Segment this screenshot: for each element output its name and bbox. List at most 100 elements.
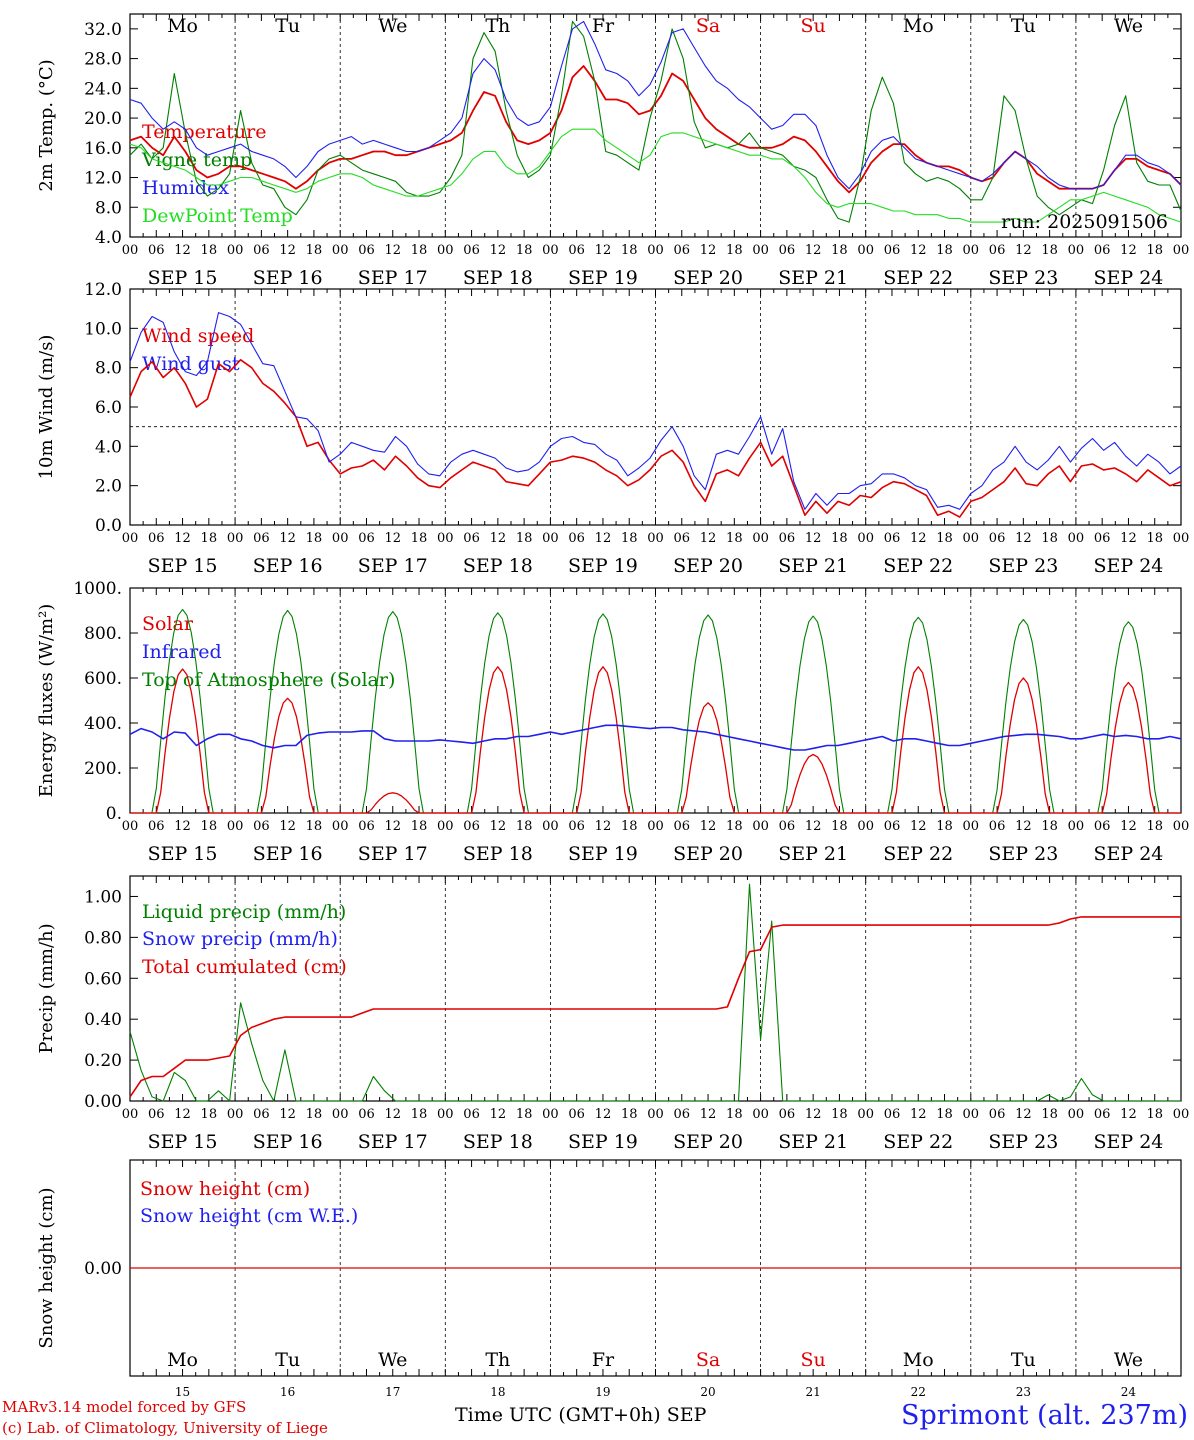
hour-tick-label: 00 bbox=[437, 531, 454, 546]
hour-tick-label: 18 bbox=[831, 1107, 848, 1122]
hour-tick-label: 18 bbox=[516, 531, 533, 546]
hour-tick-label: 00 bbox=[1173, 531, 1190, 546]
y-axis-label: 2m Temp. (°C) bbox=[36, 59, 57, 191]
hour-tick-label: 18 bbox=[411, 531, 428, 546]
hour-tick-label: 18 bbox=[831, 819, 848, 834]
hour-tick-label: 12 bbox=[174, 243, 191, 258]
hour-tick-label: 12 bbox=[1015, 243, 1032, 258]
y-tick-label: 200. bbox=[84, 759, 122, 779]
hour-tick-label: 00 bbox=[227, 1107, 244, 1122]
hour-tick-label: 18 bbox=[411, 819, 428, 834]
hour-tick-label: 00 bbox=[542, 1107, 559, 1122]
hour-tick-label: 00 bbox=[752, 819, 769, 834]
y-axis-label: Precip (mm/h) bbox=[36, 923, 57, 1053]
hour-tick-label: 00 bbox=[1068, 819, 1085, 834]
date-label: SEP 23 bbox=[988, 267, 1058, 289]
hour-tick-label: 00 bbox=[647, 531, 664, 546]
hour-tick-label: 12 bbox=[490, 243, 507, 258]
hour-tick-label: 00 bbox=[752, 1107, 769, 1122]
hour-tick-label: 18 bbox=[201, 531, 218, 546]
weekday-label-bottom: Mo bbox=[903, 1349, 934, 1371]
hour-tick-label: 18 bbox=[1041, 243, 1058, 258]
weekday-label-top: Th bbox=[485, 15, 510, 37]
hour-tick-label: 18 bbox=[621, 819, 638, 834]
legend-entry: Total cumulated (cm) bbox=[142, 956, 347, 978]
hour-tick-label: 18 bbox=[936, 819, 953, 834]
hour-tick-label: 06 bbox=[884, 531, 901, 546]
hour-tick-label: 12 bbox=[595, 531, 612, 546]
meteogram: 32.0 28.0 24.0 20.0 16.0 12.0 8.0 4.0 2m Temp. (… bbox=[36, 13, 1190, 1399]
weekday-label-top: Tu bbox=[275, 15, 300, 37]
date-label: SEP 20 bbox=[673, 267, 743, 289]
y-tick-label: 4.0 bbox=[95, 437, 122, 457]
hour-tick-label: 18 bbox=[201, 243, 218, 258]
weekday-label-bottom: Th bbox=[485, 1349, 510, 1371]
y-tick-label: 0.40 bbox=[84, 1010, 122, 1030]
hour-tick-label: 00 bbox=[647, 243, 664, 258]
hour-tick-label: 06 bbox=[568, 531, 585, 546]
hour-tick-label: 06 bbox=[148, 531, 165, 546]
hour-tick-label: 00 bbox=[1173, 819, 1190, 834]
day-number-label: 18 bbox=[490, 1385, 505, 1399]
date-label: SEP 23 bbox=[988, 843, 1058, 865]
run-annotation: run: 2025091506 bbox=[1001, 211, 1168, 233]
date-label: SEP 20 bbox=[673, 555, 743, 577]
day-number-label: 23 bbox=[1016, 1385, 1031, 1399]
y-tick-label: 4.0 bbox=[95, 228, 122, 248]
hour-tick-label: 12 bbox=[595, 243, 612, 258]
day-number-label: 20 bbox=[700, 1385, 715, 1399]
hour-tick-label: 18 bbox=[201, 819, 218, 834]
hour-tick-label: 12 bbox=[1120, 1107, 1137, 1122]
y-tick-label: 0.0 bbox=[95, 516, 122, 536]
day-number-label: 15 bbox=[175, 1385, 190, 1399]
hour-tick-label: 06 bbox=[674, 1107, 691, 1122]
hour-tick-label: 18 bbox=[411, 243, 428, 258]
hour-tick-label: 12 bbox=[490, 531, 507, 546]
hour-tick-label: 06 bbox=[884, 1107, 901, 1122]
hour-tick-label: 18 bbox=[516, 1107, 533, 1122]
weekday-label-bottom: Tu bbox=[275, 1349, 300, 1371]
hour-tick-label: 00 bbox=[752, 531, 769, 546]
hour-tick-label: 06 bbox=[253, 819, 270, 834]
hour-tick-label: 00 bbox=[122, 819, 139, 834]
date-label: SEP 23 bbox=[988, 1131, 1058, 1153]
hour-tick-label: 00 bbox=[122, 1107, 139, 1122]
hour-tick-label: 00 bbox=[963, 819, 980, 834]
legend-entry: Snow height (cm) bbox=[140, 1178, 310, 1200]
y-tick-label: 8.0 bbox=[95, 198, 122, 218]
legend-entry: Snow height (cm W.E.) bbox=[140, 1205, 358, 1227]
hour-tick-label: 00 bbox=[227, 819, 244, 834]
hour-tick-label: 06 bbox=[674, 819, 691, 834]
hour-tick-label: 12 bbox=[700, 531, 717, 546]
weekday-label-bottom: Su bbox=[801, 1349, 826, 1371]
hour-tick-label: 18 bbox=[306, 1107, 323, 1122]
weekday-label-top: We bbox=[1114, 15, 1143, 37]
hour-tick-label: 06 bbox=[1094, 819, 1111, 834]
date-label: SEP 20 bbox=[673, 843, 743, 865]
hour-tick-label: 06 bbox=[1094, 243, 1111, 258]
y-tick-label: 0.60 bbox=[84, 969, 122, 989]
date-label: SEP 24 bbox=[1094, 555, 1164, 577]
hour-tick-label: 06 bbox=[358, 531, 375, 546]
hour-tick-label: 06 bbox=[779, 243, 796, 258]
weekday-label-top: Fr bbox=[592, 15, 615, 37]
hour-tick-label: 18 bbox=[411, 1107, 428, 1122]
hour-tick-label: 12 bbox=[910, 819, 927, 834]
hour-tick-label: 06 bbox=[148, 1107, 165, 1122]
hour-tick-label: 06 bbox=[568, 1107, 585, 1122]
hour-tick-label: 12 bbox=[1120, 819, 1137, 834]
day-number-label: 19 bbox=[595, 1385, 610, 1399]
date-label: SEP 24 bbox=[1094, 1131, 1164, 1153]
hour-tick-label: 00 bbox=[227, 531, 244, 546]
day-number-label: 24 bbox=[1121, 1385, 1137, 1399]
hour-tick-label: 18 bbox=[201, 1107, 218, 1122]
hour-tick-label: 00 bbox=[963, 1107, 980, 1122]
hour-tick-label: 00 bbox=[437, 243, 454, 258]
hour-tick-label: 12 bbox=[595, 1107, 612, 1122]
hour-tick-label: 12 bbox=[1015, 1107, 1032, 1122]
hour-tick-label: 12 bbox=[384, 531, 401, 546]
hour-tick-label: 12 bbox=[805, 1107, 822, 1122]
hour-tick-label: 12 bbox=[279, 1107, 296, 1122]
hour-tick-label: 18 bbox=[1146, 819, 1163, 834]
location-label: Sprimont (alt. 237m) bbox=[901, 1400, 1188, 1431]
